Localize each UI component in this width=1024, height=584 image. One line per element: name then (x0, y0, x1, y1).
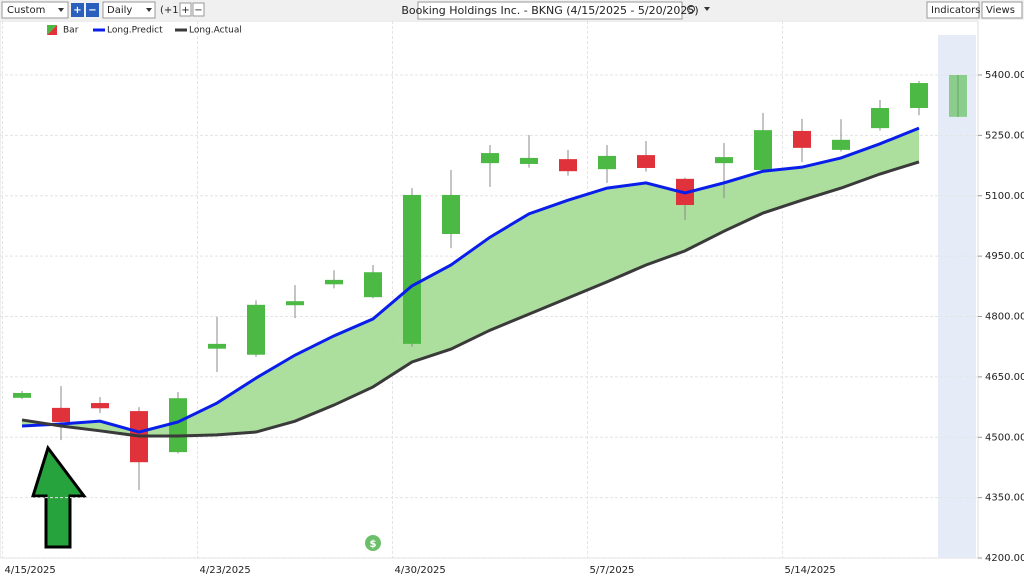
candle-body (91, 403, 109, 409)
views-button[interactable] (981, 1, 1023, 19)
x-tick-label: 5/14/2025 (785, 565, 836, 576)
period-text: Custom (7, 5, 45, 16)
x-tick-label: 4/30/2025 (395, 565, 446, 576)
y-tick-label: 5400.00 (985, 70, 1024, 81)
indicators-button[interactable] (926, 1, 980, 19)
period-select[interactable] (1, 1, 69, 19)
interval-select[interactable] (102, 1, 156, 19)
y-tick-label: 4950.00 (985, 251, 1024, 262)
zoom-out-icon: − (88, 5, 96, 16)
up-arrow-annotation (30, 444, 87, 549)
offset-text: (+1) (160, 5, 183, 16)
spread-area (22, 128, 919, 437)
legend-label: Long.Predict (107, 26, 163, 36)
offset-minus[interactable] (192, 2, 205, 17)
candle-body (208, 343, 226, 349)
x-tick-label: 5/7/2025 (590, 565, 635, 576)
candle-body (520, 157, 538, 164)
search-icon[interactable] (687, 5, 695, 13)
y-tick-label: 4650.00 (985, 372, 1024, 383)
candle-body (793, 130, 811, 148)
dropdown-arrow (704, 7, 710, 11)
candle-body (715, 157, 733, 164)
x-tick-label: 4/23/2025 (200, 565, 251, 576)
candle-body (559, 159, 577, 172)
dividend-icon-text: $ (370, 539, 377, 550)
dropdown-arrow (58, 8, 64, 12)
views-text: Views (986, 5, 1015, 16)
candle-body (325, 279, 343, 285)
chart-title: Booking Holdings Inc. - BKNG (4/15/2025 … (401, 4, 698, 17)
y-tick-label: 5250.00 (985, 130, 1024, 141)
legend-bar-icon (47, 25, 57, 35)
candle-body (598, 155, 616, 170)
candle-body (247, 304, 265, 355)
legend-label: Bar (63, 26, 79, 36)
candle-body (481, 153, 499, 164)
y-tick-label: 4800.00 (985, 312, 1024, 323)
candle-body (637, 155, 655, 168)
dropdown-arrow (146, 8, 152, 12)
offset-minus-icon: − (194, 5, 202, 16)
zoom-in[interactable] (71, 3, 84, 17)
forecast-shade (938, 35, 976, 558)
y-tick-label: 4500.00 (985, 432, 1024, 443)
y-tick-label: 5100.00 (985, 191, 1024, 202)
plot-area (0, 20, 979, 559)
candle-body (910, 83, 928, 109)
candle-body (13, 392, 31, 398)
symbol-box[interactable] (417, 1, 683, 20)
line-series (21, 126, 920, 434)
candle-body (364, 272, 382, 298)
legend-label: Long.Actual (189, 26, 242, 36)
candle-body (169, 398, 187, 453)
candle-body (754, 130, 772, 170)
interval-text: Daily (107, 5, 132, 16)
candle-body (286, 301, 304, 306)
candle-body (871, 108, 889, 129)
line-series (21, 160, 920, 438)
x-tick-label: 4/15/2025 (5, 565, 56, 576)
candle-body (832, 139, 850, 150)
dividend-icon[interactable] (365, 535, 381, 551)
zoom-in-icon: + (73, 5, 81, 16)
y-tick-label: 4200.00 (985, 553, 1024, 564)
candle-body (52, 407, 70, 422)
candle-body (949, 75, 967, 117)
y-tick-label: 4350.00 (985, 493, 1024, 504)
indicators-text: Indicators (931, 5, 980, 16)
offset-plus-icon: + (181, 5, 189, 16)
offset-plus[interactable] (179, 2, 192, 17)
candle-body (403, 194, 421, 344)
candle-body (442, 194, 460, 234)
zoom-out[interactable] (86, 3, 99, 17)
